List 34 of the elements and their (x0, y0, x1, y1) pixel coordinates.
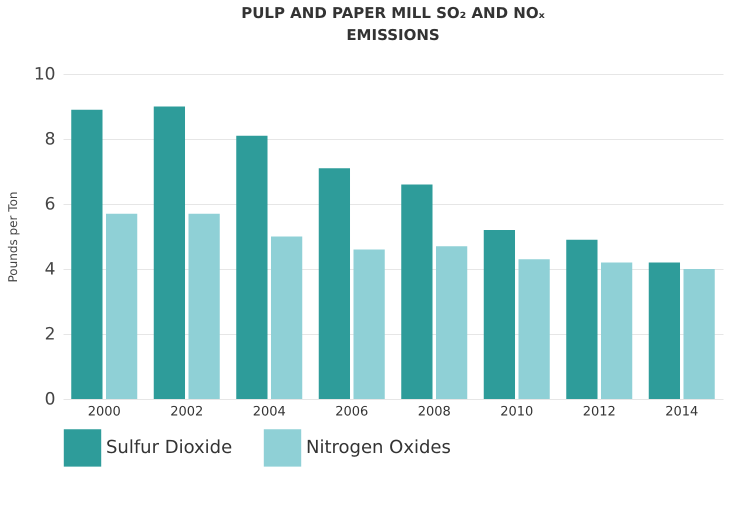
bar (353, 250, 385, 399)
y-tick-label: 6 (44, 194, 56, 214)
bar (106, 214, 138, 399)
x-tick-label: 2006 (335, 404, 368, 420)
chart-title: PULP AND PAPER MILL SO₂ AND NOₓ EMISSIONS (241, 4, 546, 44)
x-tick-label: 2002 (170, 404, 204, 420)
bar (401, 184, 433, 399)
x-tick-label: 2008 (418, 404, 451, 420)
y-tick-label: 2 (44, 324, 56, 344)
y-tick-label: 10 (34, 64, 56, 84)
bar (566, 240, 598, 399)
bar (436, 246, 468, 399)
bar (188, 214, 220, 399)
x-tick-label: 2010 (500, 404, 534, 420)
bar (648, 262, 680, 399)
bar (318, 168, 350, 399)
legend-label: Sulfur Dioxide (106, 436, 232, 458)
y-tick-label: 8 (44, 130, 56, 150)
bar (71, 110, 103, 399)
bar (270, 236, 302, 399)
x-tick-label: 2012 (582, 404, 616, 420)
legend-label: Nitrogen Oxides (306, 436, 451, 458)
bar (518, 259, 550, 399)
y-tick-label: 0 (44, 390, 56, 410)
x-tick-label: 2000 (88, 404, 121, 420)
y-axis-title: Pounds per Ton (6, 191, 20, 283)
bar (683, 269, 715, 399)
x-tick-label: 2014 (665, 404, 698, 420)
bar (236, 136, 268, 399)
y-tick-label: 4 (44, 260, 56, 280)
x-tick-label: 2004 (252, 404, 286, 420)
bar (600, 262, 632, 399)
bar (484, 230, 516, 399)
bar (154, 106, 186, 399)
